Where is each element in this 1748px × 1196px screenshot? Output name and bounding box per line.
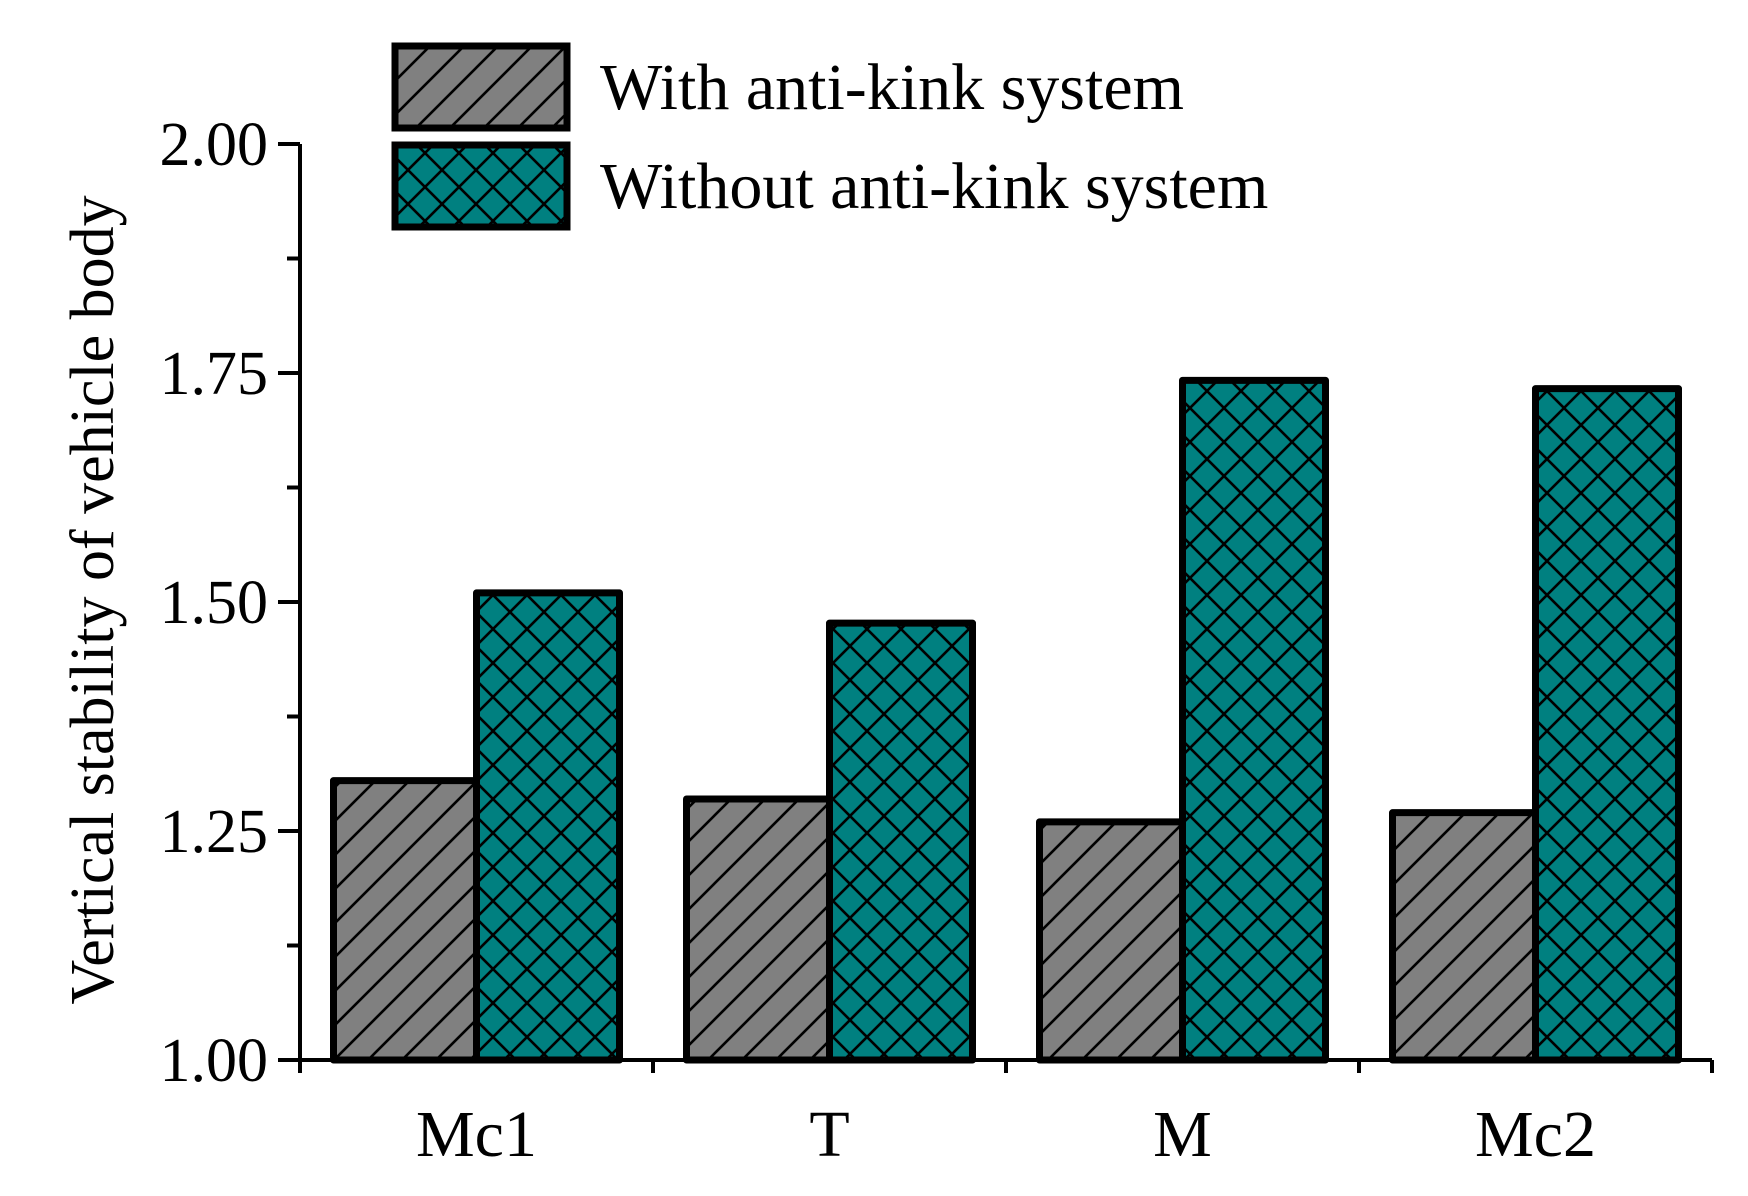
- axes-layer: [278, 142, 1714, 1073]
- y-tick-label: 1.25: [160, 798, 269, 866]
- x-tick-label: Mc2: [1475, 1098, 1596, 1171]
- legend: With anti-kink system Without anti-kink s…: [391, 42, 1268, 231]
- bar-mc1-series-1: [330, 777, 480, 1064]
- legend-label-series-2: Without anti-kink system: [600, 150, 1268, 223]
- bars-layer: [330, 376, 1682, 1064]
- bar-mc1-series-2: [473, 589, 623, 1064]
- labels-layer: 1.00 1.25 1.50 1.75 2.00 Mc1 T M Mc2 Vertical sta…: [59, 111, 1596, 1171]
- x-tick-label: Mc1: [416, 1098, 537, 1171]
- bar-m-series-2: [1179, 376, 1329, 1064]
- y-tick-label: 1.50: [160, 569, 269, 637]
- legend-swatch-series-2: [391, 141, 571, 231]
- legend-swatch-series-1: [391, 42, 571, 132]
- y-tick-label: 1.00: [160, 1027, 269, 1095]
- y-tick-label: 1.75: [160, 340, 269, 408]
- y-axis-label: Vertical stability of vehicle body: [59, 195, 127, 1004]
- y-tick-label: 2.00: [160, 111, 269, 179]
- x-tick-label: M: [1153, 1098, 1212, 1171]
- bar-mc2-series-2: [1532, 385, 1682, 1064]
- bar-t-series-2: [826, 619, 976, 1064]
- bar-t-series-1: [683, 795, 833, 1064]
- bar-m-series-1: [1036, 818, 1186, 1064]
- legend-label-series-1: With anti-kink system: [600, 51, 1184, 124]
- bar-mc2-series-1: [1389, 809, 1539, 1064]
- x-tick-label: T: [809, 1098, 849, 1171]
